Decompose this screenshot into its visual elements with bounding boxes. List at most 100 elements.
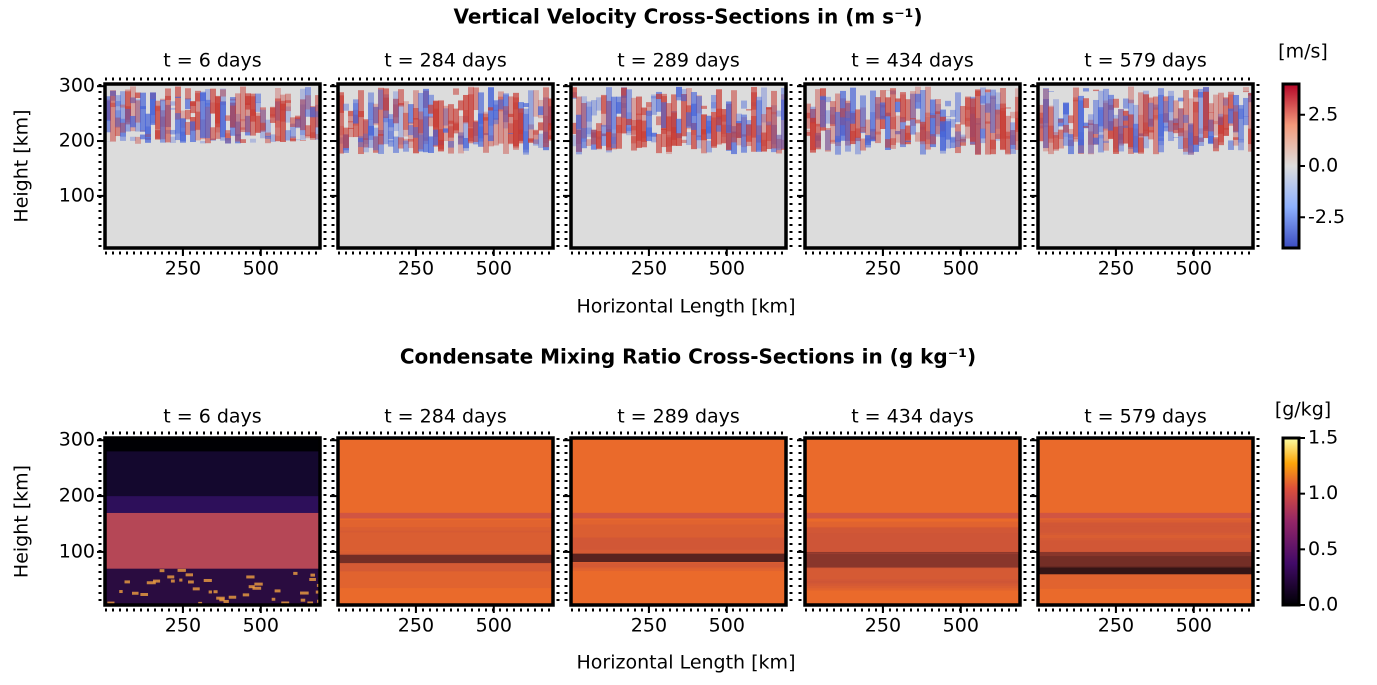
y-tick-label: 300 bbox=[59, 429, 95, 451]
chart-title: Vertical Velocity Cross-Sections in (m s… bbox=[453, 5, 922, 29]
field-cell bbox=[448, 141, 454, 148]
field-cell bbox=[229, 596, 236, 599]
colorbar-tick-label: -2.5 bbox=[1308, 206, 1345, 228]
heatmap bbox=[805, 84, 1021, 248]
field-cell bbox=[1083, 88, 1089, 91]
colorbar-tick-label: 1.5 bbox=[1308, 427, 1338, 449]
x-tick-label: 250 bbox=[631, 615, 667, 637]
colorbar-label: [m/s] bbox=[1278, 41, 1328, 63]
field-cell bbox=[132, 592, 139, 595]
heatmap bbox=[1038, 438, 1253, 605]
field-cell bbox=[145, 134, 151, 137]
heatmap bbox=[571, 438, 786, 605]
field-cell bbox=[1223, 128, 1229, 130]
y-axis-label: Height [km] bbox=[11, 465, 33, 578]
colorbar-label: [g/kg] bbox=[1275, 399, 1331, 421]
field-band bbox=[105, 513, 320, 569]
field-cell bbox=[300, 140, 306, 141]
panel-title: t = 579 days bbox=[1084, 50, 1207, 72]
x-tick-label: 250 bbox=[1098, 615, 1134, 637]
field-cell bbox=[125, 580, 130, 583]
field-cell bbox=[1243, 87, 1249, 91]
field-cell bbox=[209, 590, 212, 593]
field-band bbox=[105, 438, 320, 451]
field-cell bbox=[272, 598, 276, 601]
field-cell bbox=[1128, 87, 1134, 104]
field-cell bbox=[167, 575, 174, 578]
chart-title: Condensate Mixing Ratio Cross-Sections i… bbox=[400, 345, 976, 369]
field-cell bbox=[243, 593, 249, 596]
colorbar bbox=[1283, 84, 1299, 248]
field-cell bbox=[1005, 108, 1011, 109]
field-cell bbox=[250, 139, 256, 143]
y-tick-label: 200 bbox=[59, 130, 95, 152]
panel-title: t = 434 days bbox=[851, 50, 974, 72]
field-cell bbox=[204, 579, 212, 582]
field-cell bbox=[1083, 98, 1089, 108]
field-cell bbox=[246, 575, 254, 578]
field-cell bbox=[140, 106, 146, 109]
x-axis-label: Horizontal Length [km] bbox=[577, 652, 796, 674]
colorbar-tick-label: 0.0 bbox=[1308, 155, 1338, 177]
field-cell bbox=[1238, 139, 1244, 150]
field-cell bbox=[220, 89, 226, 96]
panel-title: t = 6 days bbox=[163, 50, 261, 72]
field-cell bbox=[310, 574, 315, 577]
field-cell bbox=[252, 587, 261, 590]
field-band bbox=[338, 553, 553, 571]
panel-title: t = 6 days bbox=[163, 406, 261, 428]
field-cell bbox=[160, 569, 165, 572]
field-cell bbox=[255, 94, 261, 103]
x-tick-label: 250 bbox=[865, 258, 901, 280]
field-cell bbox=[275, 589, 281, 592]
x-tick-label: 250 bbox=[1098, 258, 1134, 280]
x-tick-label: 500 bbox=[243, 615, 279, 637]
field-band bbox=[1038, 538, 1253, 589]
field-cell bbox=[453, 88, 459, 94]
x-tick-label: 500 bbox=[709, 615, 745, 637]
heatmap bbox=[1038, 84, 1254, 248]
y-tick-label: 100 bbox=[59, 184, 95, 206]
field-cell bbox=[119, 590, 122, 593]
colorbar-tick-label: 0.5 bbox=[1308, 538, 1338, 560]
field-band bbox=[105, 569, 320, 605]
x-tick-label: 250 bbox=[398, 615, 434, 637]
panel-title: t = 579 days bbox=[1084, 406, 1207, 428]
heatmap bbox=[571, 84, 787, 248]
panel-title: t = 284 days bbox=[384, 406, 507, 428]
x-tick-label: 500 bbox=[1176, 258, 1212, 280]
field-cell bbox=[153, 580, 160, 583]
x-tick-label: 500 bbox=[476, 615, 512, 637]
colorbar-tick-label: 1.0 bbox=[1308, 482, 1338, 504]
x-tick-label: 250 bbox=[631, 258, 667, 280]
y-tick-label: 100 bbox=[59, 540, 95, 562]
field-cell bbox=[219, 598, 224, 601]
field-cell bbox=[240, 139, 246, 143]
field-cell bbox=[741, 101, 747, 109]
x-tick-label: 250 bbox=[865, 615, 901, 637]
x-tick-label: 500 bbox=[1176, 615, 1212, 637]
x-tick-label: 500 bbox=[476, 258, 512, 280]
x-tick-label: 250 bbox=[165, 615, 201, 637]
field-cell bbox=[945, 101, 951, 106]
field-band bbox=[105, 451, 320, 496]
field-cell bbox=[186, 573, 193, 576]
field-band bbox=[571, 513, 786, 519]
field-cell bbox=[309, 578, 316, 581]
heatmap bbox=[338, 84, 554, 248]
field-band bbox=[338, 520, 553, 532]
field-cell bbox=[301, 599, 306, 602]
colorbar-tick-label: 2.5 bbox=[1308, 103, 1338, 125]
field-cell bbox=[438, 140, 444, 151]
field-cell bbox=[343, 104, 349, 111]
field-band bbox=[1038, 513, 1253, 519]
field-cell bbox=[179, 579, 182, 582]
field-cell bbox=[293, 572, 297, 575]
x-tick-label: 500 bbox=[943, 615, 979, 637]
field-cell bbox=[140, 593, 148, 596]
field-cell bbox=[300, 592, 309, 595]
heatmap bbox=[105, 438, 324, 605]
field-band bbox=[571, 563, 786, 568]
field-cell bbox=[1103, 141, 1109, 143]
